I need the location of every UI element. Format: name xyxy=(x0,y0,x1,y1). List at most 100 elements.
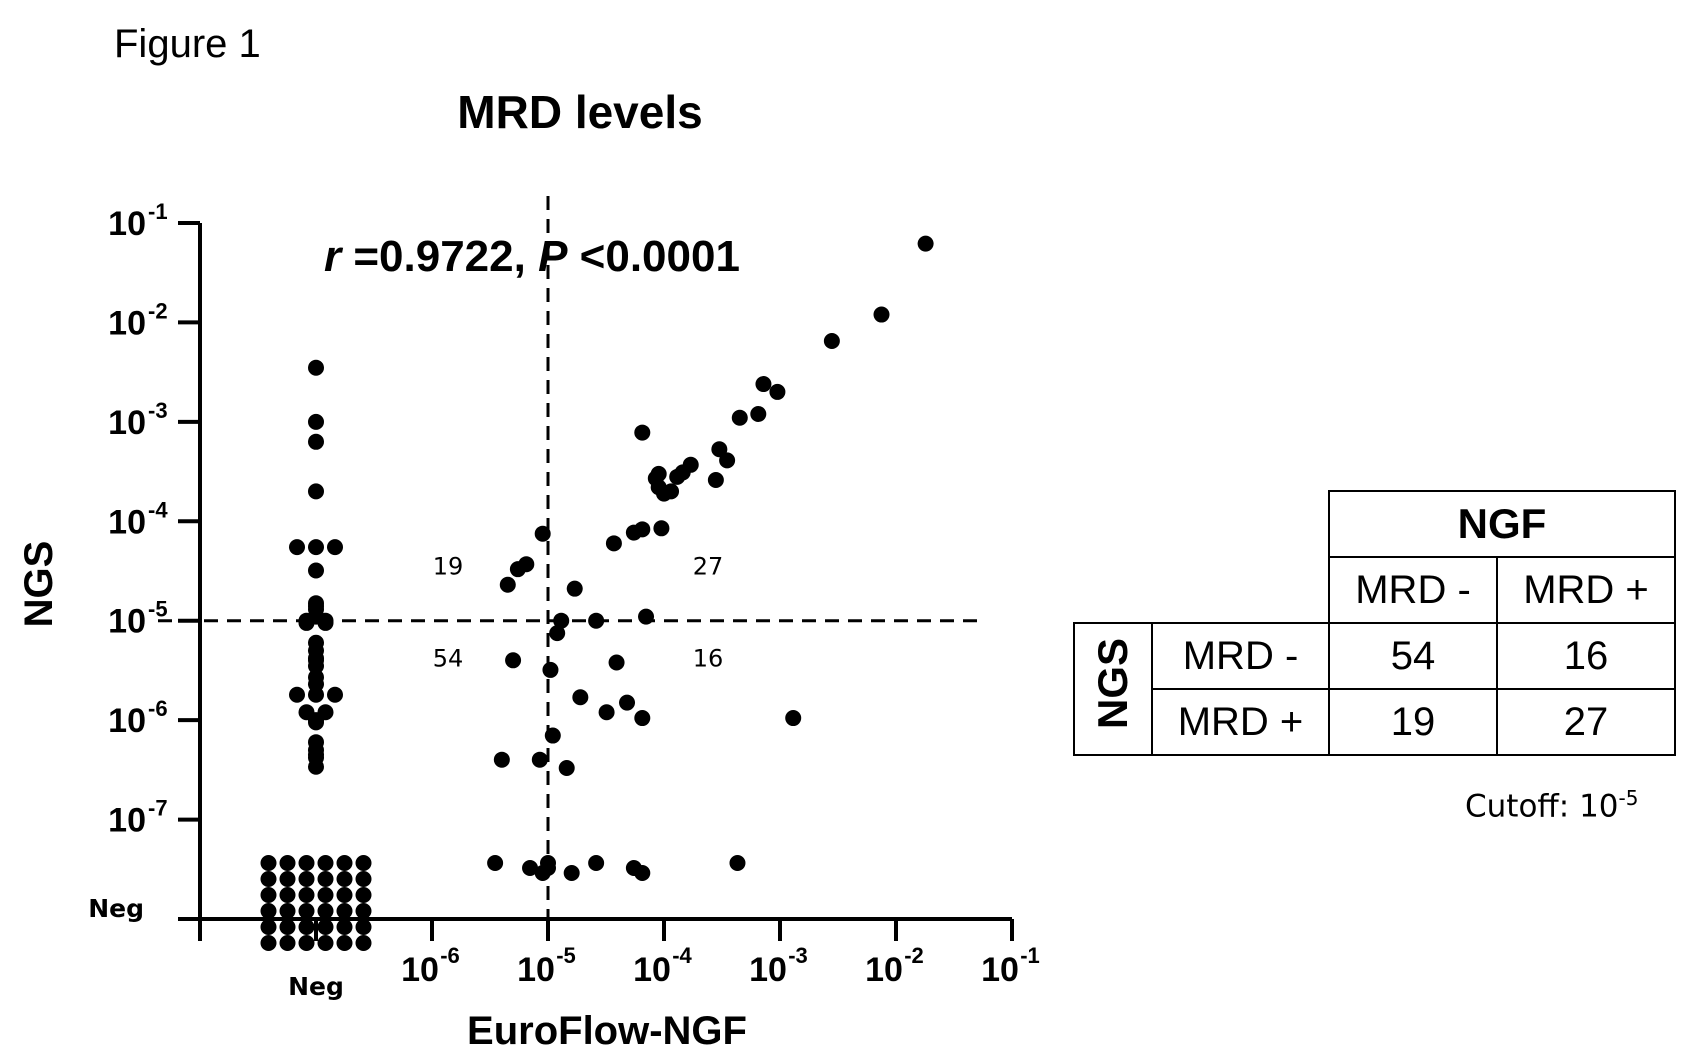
data-point xyxy=(317,919,334,935)
data-point xyxy=(634,865,651,881)
data-point xyxy=(588,855,605,871)
data-point xyxy=(317,935,334,951)
y-tick-label-exponent: -2 xyxy=(148,298,168,323)
y-tick-label-exponent: -4 xyxy=(148,497,168,522)
data-point xyxy=(317,871,334,887)
data-point xyxy=(729,855,746,871)
y-tick-label-exponent: -1 xyxy=(148,199,168,224)
table-col-header-mrd-pos: MRD + xyxy=(1496,556,1676,624)
data-point xyxy=(653,520,670,537)
data-point xyxy=(755,376,772,393)
data-point xyxy=(336,935,353,951)
data-point xyxy=(336,887,353,903)
axes: Neg 10 -6 10 -5 10 -4 10 -3 10 -2 10 -1Neg10-710-610… xyxy=(88,199,1040,1001)
table-cell: 54 xyxy=(1328,622,1498,690)
y-tick-label: 10 xyxy=(108,802,146,840)
data-point xyxy=(572,689,589,706)
data-point xyxy=(298,903,315,919)
data-point xyxy=(544,727,561,744)
y-tick-label: 10 xyxy=(108,404,146,442)
cutoff-lines xyxy=(158,196,985,919)
data-point xyxy=(279,919,296,935)
data-point xyxy=(518,556,535,573)
x-tick-label: Neg xyxy=(288,972,344,1001)
data-point xyxy=(531,751,548,768)
data-point xyxy=(308,413,324,430)
data-point xyxy=(487,855,504,871)
data-point xyxy=(682,456,699,473)
data-point xyxy=(317,614,334,631)
data-point xyxy=(327,686,343,703)
y-tick-label: 10 xyxy=(108,603,146,641)
data-point xyxy=(553,612,570,629)
data-point xyxy=(522,860,539,876)
x-tick-label-exponent: -3 xyxy=(788,943,808,968)
x-tick-label: 10 xyxy=(633,951,671,989)
p-symbol: P xyxy=(538,232,568,281)
data-point xyxy=(336,871,353,887)
quadrant-count-label: 19 xyxy=(433,553,464,581)
data-point xyxy=(289,539,305,556)
x-tick-label: 10 xyxy=(749,951,787,989)
data-point xyxy=(260,903,277,919)
data-point xyxy=(634,521,651,538)
y-axis-label: NGS xyxy=(17,541,61,628)
data-point xyxy=(608,654,625,671)
data-point xyxy=(355,871,372,887)
data-point xyxy=(336,903,353,919)
data-point xyxy=(707,472,724,489)
data-point xyxy=(308,359,324,376)
quadrant-count-label: 16 xyxy=(693,645,724,673)
y-tick-label: 10 xyxy=(108,304,146,342)
x-tick-label-exponent: -1 xyxy=(1020,943,1040,968)
data-point xyxy=(298,614,315,631)
data-point xyxy=(317,855,334,871)
x-tick-label: 10 xyxy=(401,951,439,989)
data-point xyxy=(355,919,372,935)
cutoff-text: Cutoff: 10 xyxy=(1465,788,1619,825)
data-point xyxy=(308,758,324,775)
data-point xyxy=(493,751,510,768)
data-point xyxy=(298,887,315,903)
data-point xyxy=(605,535,622,552)
cutoff-exponent: -5 xyxy=(1618,786,1639,810)
data-point xyxy=(317,887,334,903)
data-point xyxy=(279,871,296,887)
data-point xyxy=(336,919,353,935)
data-point xyxy=(549,625,566,642)
chart-title: MRD levels xyxy=(457,86,702,138)
data-point xyxy=(638,608,655,625)
data-point xyxy=(598,704,615,721)
x-tick-label-exponent: -5 xyxy=(556,943,576,968)
data-point xyxy=(308,539,324,556)
x-axis-label: EuroFlow-NGF xyxy=(467,1009,747,1053)
data-point xyxy=(260,887,277,903)
x-tick-label-exponent: -4 xyxy=(672,943,692,968)
data-point xyxy=(260,855,277,871)
table-row-label-mrd-pos: MRD + xyxy=(1151,688,1330,756)
data-point xyxy=(534,525,551,542)
data-point xyxy=(298,935,315,951)
y-tick-label: 10 xyxy=(108,205,146,243)
data-point xyxy=(308,686,324,703)
data-point xyxy=(588,612,605,629)
data-point xyxy=(355,903,372,919)
data-point xyxy=(327,539,343,556)
quadrant-count-label: 54 xyxy=(433,645,464,673)
y-tick-label-exponent: -6 xyxy=(148,696,168,721)
data-point xyxy=(279,887,296,903)
data-point xyxy=(317,903,334,919)
data-point xyxy=(308,433,324,450)
data-point xyxy=(731,409,748,426)
data-points xyxy=(260,235,934,951)
data-point xyxy=(650,465,667,482)
y-tick-label: 10 xyxy=(108,503,146,541)
data-point xyxy=(750,405,767,422)
data-point xyxy=(785,710,802,727)
data-point xyxy=(769,383,786,400)
quadrant-counts: 19 27 54 16 xyxy=(433,553,724,673)
data-point xyxy=(505,652,522,669)
data-point xyxy=(279,855,296,871)
data-point xyxy=(298,871,315,887)
data-point xyxy=(336,855,353,871)
